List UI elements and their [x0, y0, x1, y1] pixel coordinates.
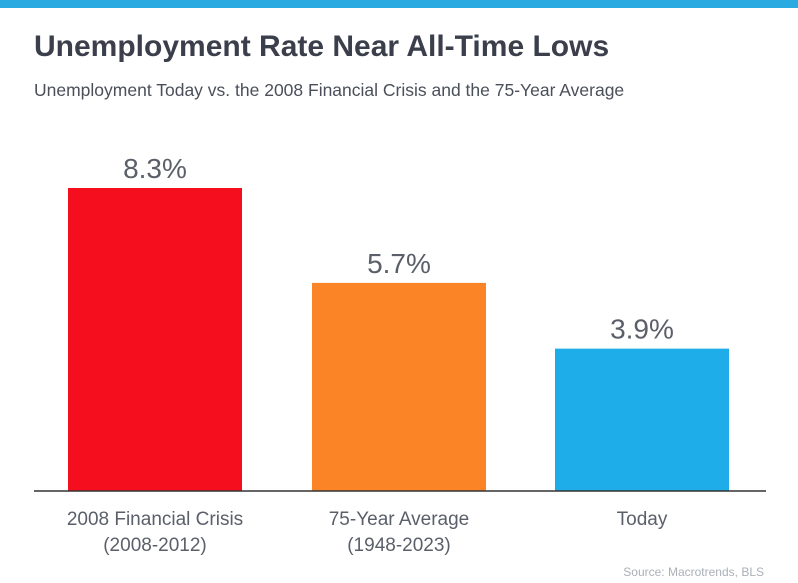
bar-1	[68, 188, 242, 491]
top-accent-bar	[0, 0, 798, 8]
value-label-3: 3.9%	[610, 314, 674, 345]
chart-subtitle: Unemployment Today vs. the 2008 Financia…	[34, 80, 625, 100]
bar-2	[312, 282, 486, 491]
source-note: Source: Macrotrends, BLS	[623, 565, 764, 579]
chart-title: Unemployment Rate Near All-Time Lows	[34, 30, 610, 63]
category-label-2-line-1: 75-Year Average	[329, 509, 470, 530]
bar-3	[555, 348, 729, 491]
value-label-2: 5.7%	[367, 248, 431, 279]
category-label-2-line-2: (1948-2023)	[347, 535, 451, 556]
value-label-1: 8.3%	[123, 153, 187, 184]
category-label-3-line-1: Today	[617, 509, 668, 530]
category-label-1-line-1: 2008 Financial Crisis	[67, 509, 243, 530]
category-label-1-line-2: (2008-2012)	[103, 535, 207, 556]
